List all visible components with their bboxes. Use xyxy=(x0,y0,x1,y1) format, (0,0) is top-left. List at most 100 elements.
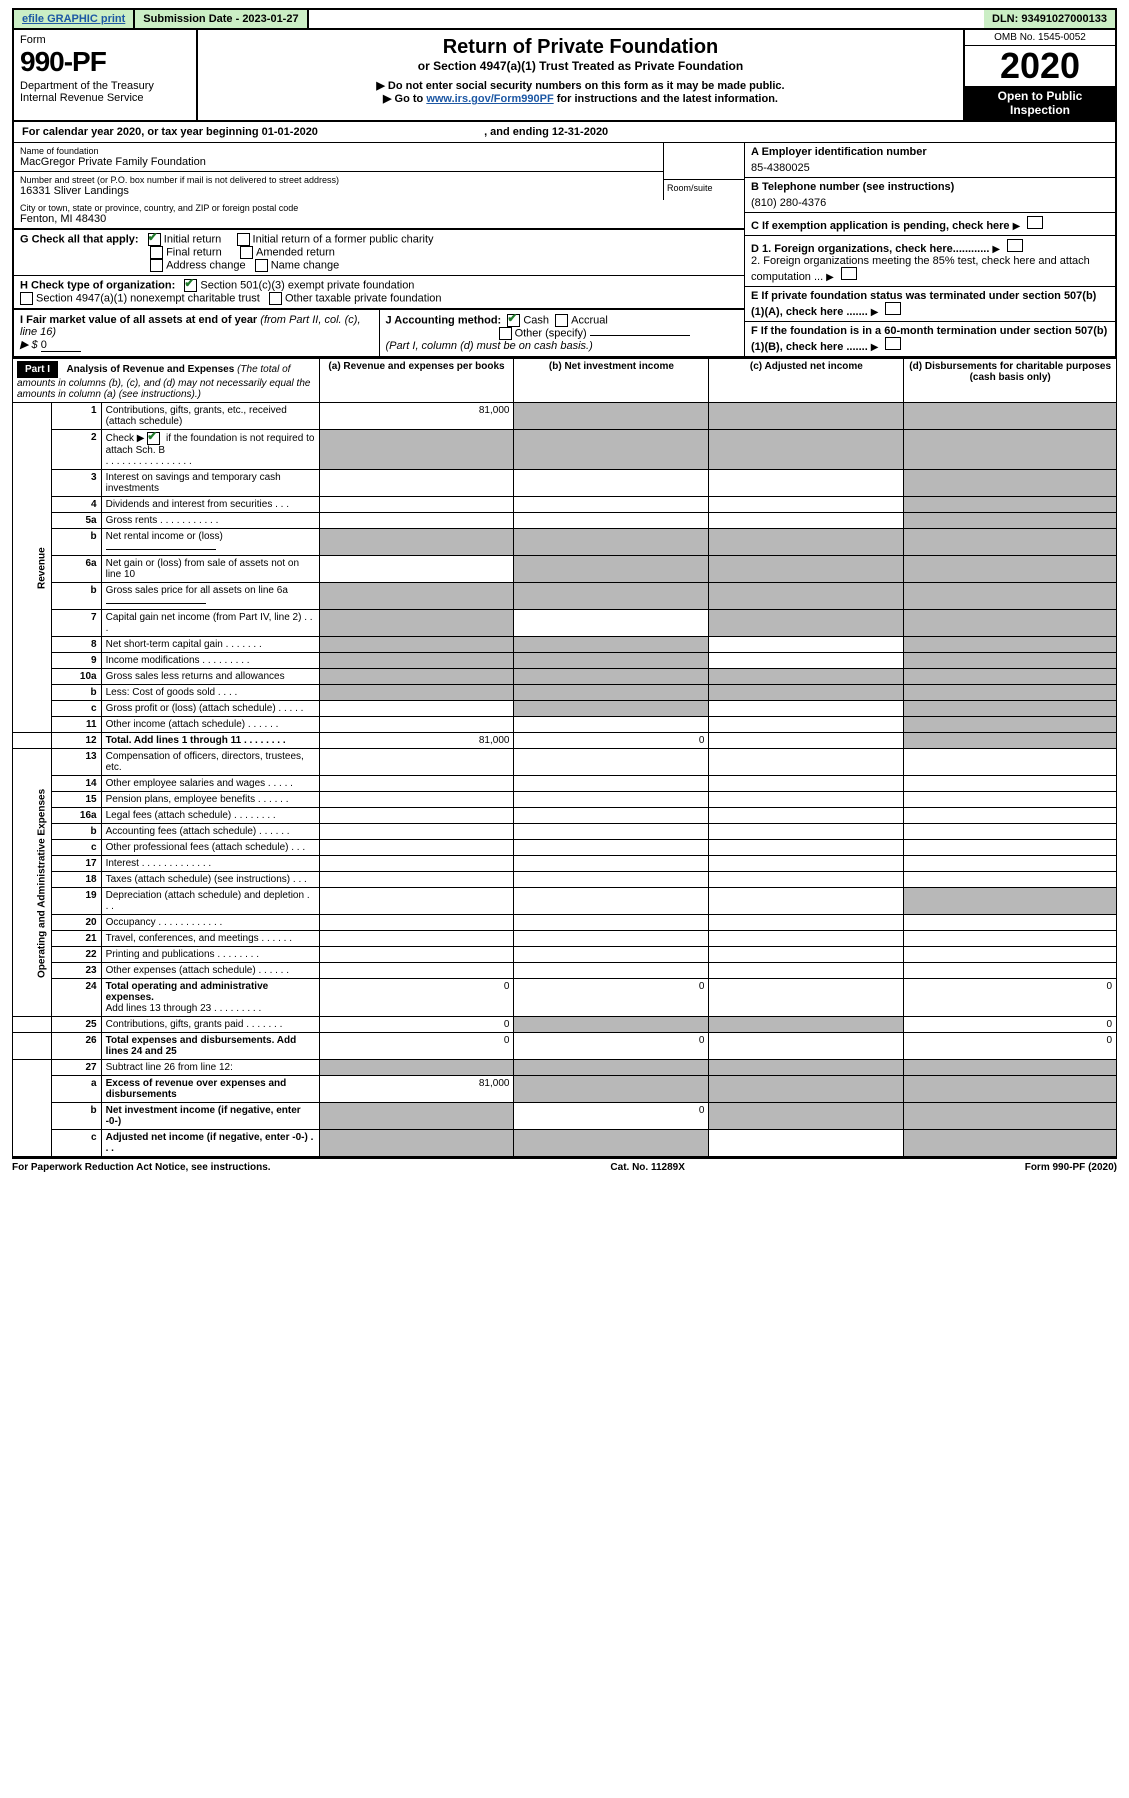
ein-value: 85-4380025 xyxy=(751,162,1109,174)
row-2: 2 Check ▶ if the foundation is not requi… xyxy=(13,430,1117,470)
room-empty-top xyxy=(664,143,744,180)
col-d-header: (d) Disbursements for charitable purpose… xyxy=(904,359,1117,403)
row-27: 27Subtract line 26 from line 12: xyxy=(13,1060,1117,1076)
irs: Internal Revenue Service xyxy=(20,92,190,104)
h-other-tax: Other taxable private foundation xyxy=(285,292,442,304)
row-22: 22Printing and publications . . . . . . … xyxy=(13,947,1117,963)
form-header: Form 990-PF Department of the Treasury I… xyxy=(12,30,1117,122)
d-foreign-cell: D 1. Foreign organizations, check here..… xyxy=(745,236,1115,287)
h-501c3: Section 501(c)(3) exempt private foundat… xyxy=(200,279,414,291)
tel-label: B Telephone number (see instructions) xyxy=(751,181,1109,193)
e-terminated-cell: E If private foundation status was termi… xyxy=(745,287,1115,322)
checkbox-amended[interactable] xyxy=(240,246,253,259)
c-pending: C If exemption application is pending, c… xyxy=(751,220,1010,232)
form-page-id: Form 990-PF (2020) xyxy=(1025,1162,1117,1173)
row-14: 14Other employee salaries and wages . . … xyxy=(13,776,1117,792)
j-accrual: Accrual xyxy=(571,314,608,326)
col-a-header: (a) Revenue and expenses per books xyxy=(319,359,514,403)
efile-print-link[interactable]: efile GRAPHIC print xyxy=(22,13,125,25)
row-23: 23Other expenses (attach schedule) . . .… xyxy=(13,963,1117,979)
calendar-year-row: For calendar year 2020, or tax year begi… xyxy=(12,122,1117,143)
checkbox-sch-b[interactable] xyxy=(147,432,160,445)
row-27c: cAdjusted net income (if negative, enter… xyxy=(13,1130,1117,1157)
tax-year-end: 12-31-2020 xyxy=(552,126,608,138)
g-check-row: G Check all that apply: Initial return I… xyxy=(14,229,744,276)
checkbox-other-taxable[interactable] xyxy=(269,292,282,305)
tax-year: 2020 xyxy=(965,46,1115,86)
checkbox-4947[interactable] xyxy=(20,292,33,305)
form-subtitle: or Section 4947(a)(1) Trust Treated as P… xyxy=(206,59,955,73)
row-10b: bLess: Cost of goods sold . . . . xyxy=(13,685,1117,701)
g-name: Name change xyxy=(271,259,340,271)
form990pf-link[interactable]: www.irs.gov/Form990PF xyxy=(426,93,553,105)
goto-note: ▶ Go to www.irs.gov/Form990PF for instru… xyxy=(206,92,955,105)
form-number: 990-PF xyxy=(20,46,190,78)
row-16b: bAccounting fees (attach schedule) . . .… xyxy=(13,824,1117,840)
submission-date: Submission Date - 2023-01-27 xyxy=(135,10,308,28)
checkbox-address-change[interactable] xyxy=(150,259,163,272)
checkbox-name-change[interactable] xyxy=(255,259,268,272)
row-1: Revenue 1Contributions, gifts, grants, e… xyxy=(13,403,1117,430)
row-16c: cOther professional fees (attach schedul… xyxy=(13,840,1117,856)
row-13: Operating and Administrative Expenses 13… xyxy=(13,749,1117,776)
i-lbl-c: ▶ $ xyxy=(20,339,38,351)
row-17: 17Interest . . . . . . . . . . . . . xyxy=(13,856,1117,872)
row-5b: bNet rental income or (loss) xyxy=(13,529,1117,556)
row-6b: bGross sales price for all assets on lin… xyxy=(13,583,1117,610)
cal-b: , and ending xyxy=(484,126,552,138)
checkbox-d2[interactable] xyxy=(841,267,857,280)
foundation-name-label: Name of foundation xyxy=(20,146,657,156)
tax-year-begin: 01-01-2020 xyxy=(262,126,318,138)
street-address: 16331 Sliver Landings xyxy=(20,185,657,197)
topbar-spacer xyxy=(309,10,984,28)
street-cell: Number and street (or P.O. box number if… xyxy=(14,172,663,200)
row-6a: 6aNet gain or (loss) from sale of assets… xyxy=(13,556,1117,583)
form-word: Form xyxy=(20,34,190,46)
checkbox-d1[interactable] xyxy=(1007,239,1023,252)
j-other-specify: Other (specify) xyxy=(515,327,587,339)
checkbox-other-method[interactable] xyxy=(499,327,512,340)
checkbox-c-pending[interactable] xyxy=(1027,216,1043,229)
paperwork-notice: For Paperwork Reduction Act Notice, see … xyxy=(12,1162,271,1173)
street-label: Number and street (or P.O. box number if… xyxy=(20,175,657,185)
row-8: 8Net short-term capital gain . . . . . .… xyxy=(13,637,1117,653)
room-suite-label: Room/suite xyxy=(664,180,744,196)
checkbox-e[interactable] xyxy=(885,302,901,315)
col-b-header: (b) Net investment income xyxy=(514,359,709,403)
checkbox-501c3[interactable] xyxy=(184,279,197,292)
part1-header-row: Part I Analysis of Revenue and Expenses … xyxy=(13,359,1117,403)
j-lbl: J Accounting method: xyxy=(386,314,502,326)
identity-left: Name of foundation MacGregor Private Fam… xyxy=(14,143,744,356)
f-60month: F If the foundation is in a 60-month ter… xyxy=(751,325,1107,353)
city-cell: City or town, state or province, country… xyxy=(14,200,744,229)
checkbox-f[interactable] xyxy=(885,337,901,350)
checkbox-accrual[interactable] xyxy=(555,314,568,327)
side-expenses: Operating and Administrative Expenses xyxy=(13,749,52,1017)
row-16a: 16aLegal fees (attach schedule) . . . . … xyxy=(13,808,1117,824)
checkbox-cash[interactable] xyxy=(507,314,520,327)
j-accounting-cell: J Accounting method: Cash Accrual Other … xyxy=(380,310,745,356)
row-9: 9Income modifications . . . . . . . . . xyxy=(13,653,1117,669)
checkbox-final-return[interactable] xyxy=(150,246,163,259)
row-25: 25Contributions, gifts, grants paid . . … xyxy=(13,1017,1117,1033)
i-fmv-cell: I Fair market value of all assets at end… xyxy=(14,310,380,356)
header-left: Form 990-PF Department of the Treasury I… xyxy=(14,30,198,120)
page-footer: For Paperwork Reduction Act Notice, see … xyxy=(12,1157,1117,1176)
f-60mo-cell: F If the foundation is in a 60-month ter… xyxy=(745,322,1115,356)
h-4947: Section 4947(a)(1) nonexempt charitable … xyxy=(36,292,260,304)
g-initial: Initial return xyxy=(164,233,221,245)
efile-print[interactable]: efile GRAPHIC print xyxy=(14,10,135,28)
ij-row: I Fair market value of all assets at end… xyxy=(14,309,744,356)
checkbox-initial-return[interactable] xyxy=(148,233,161,246)
row-5a: 5aGross rents . . . . . . . . . . . xyxy=(13,513,1117,529)
cat-no: Cat. No. 11289X xyxy=(610,1162,684,1173)
i-lbl-a: I Fair market value of all assets at end… xyxy=(20,314,260,326)
checkbox-initial-former[interactable] xyxy=(237,233,250,246)
part1-label: Part I xyxy=(17,361,58,378)
omb-number: OMB No. 1545-0052 xyxy=(965,30,1115,46)
j-cash: Cash xyxy=(523,314,549,326)
h-label: H Check type of organization: xyxy=(20,279,175,291)
identity-right: A Employer identification number 85-4380… xyxy=(744,143,1115,356)
ein-label: A Employer identification number xyxy=(751,146,1109,158)
row-27b: bNet investment income (if negative, ent… xyxy=(13,1103,1117,1130)
